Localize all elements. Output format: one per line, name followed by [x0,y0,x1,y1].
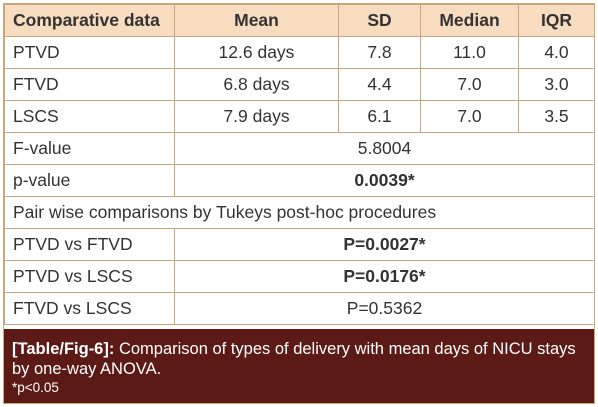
mean-cell: 6.8 days [174,68,339,101]
f-value-row: F-value 5.8004 [4,132,595,165]
table-row: FTVD 6.8 days 4.4 7.0 3.0 [4,68,595,101]
header-sd: SD [338,4,421,37]
pairwise-note-row: Pair wise comparisons by Tukeys post-hoc… [4,196,595,229]
iqr-cell: 3.5 [518,100,595,133]
row-label: FTVD [4,68,175,101]
median-cell: 7.0 [420,100,519,133]
p-value-label: p-value [4,164,175,197]
table-row: LSCS 7.9 days 6.1 7.0 3.5 [4,100,595,133]
pairwise-note: Pair wise comparisons by Tukeys post-hoc… [4,196,595,229]
table-header-row: Comparative data Mean SD Median IQR [4,4,595,37]
mean-cell: 7.9 days [174,100,339,133]
median-cell: 11.0 [420,36,519,69]
p-value-cell: 0.0039* [174,164,595,197]
iqr-cell: 3.0 [518,68,595,101]
sd-cell: 7.8 [338,36,421,69]
comparison-row: PTVD vs FTVD P=0.0027* [4,228,595,261]
f-value-cell: 5.8004 [174,132,595,165]
header-iqr: IQR [518,4,595,37]
table-caption: [Table/Fig-6]: Comparison of types of de… [4,329,594,403]
median-cell: 7.0 [420,68,519,101]
comparison-label: PTVD vs FTVD [4,228,175,261]
header-mean: Mean [174,4,339,37]
iqr-cell: 4.0 [518,36,595,69]
table-row: PTVD 12.6 days 7.8 11.0 4.0 [4,36,595,69]
comparison-label: FTVD vs LSCS [4,292,175,325]
row-label: LSCS [4,100,175,133]
comparison-p-value: P=0.5362 [174,292,595,325]
mean-cell: 12.6 days [174,36,339,69]
sd-cell: 6.1 [338,100,421,133]
f-value-label: F-value [4,132,175,165]
row-label: PTVD [4,36,175,69]
comparison-p-value: P=0.0027* [174,228,595,261]
caption-text: Comparison of types of delivery with mea… [12,340,576,378]
comparison-row: PTVD vs LSCS P=0.0176* [4,260,595,293]
caption-footnote: *p<0.05 [12,380,59,395]
caption-text-line: [Table/Fig-6]: Comparison of types of de… [12,339,586,379]
header-comparative-data: Comparative data [4,4,175,37]
header-median: Median [420,4,519,37]
comparison-row: FTVD vs LSCS P=0.5362 [4,292,595,325]
p-value-row: p-value 0.0039* [4,164,595,197]
caption-label: [Table/Fig-6]: [12,340,115,358]
sd-cell: 4.4 [338,68,421,101]
comparison-label: PTVD vs LSCS [4,260,175,293]
comparison-table: Comparative data Mean SD Median IQR PTVD… [4,4,595,325]
comparison-p-value: P=0.0176* [174,260,595,293]
